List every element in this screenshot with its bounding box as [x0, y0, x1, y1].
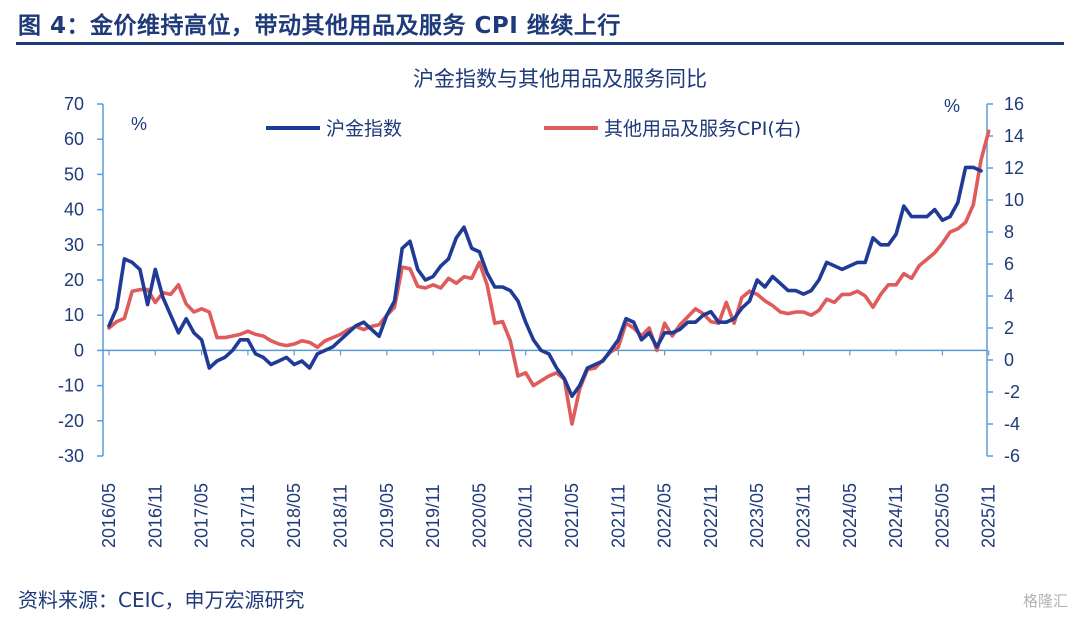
right-tick-label: -4	[1004, 414, 1020, 434]
left-unit-label: %	[131, 114, 147, 134]
right-tick-label: 0	[1004, 350, 1014, 370]
left-tick-label: -30	[58, 446, 84, 466]
series-group	[107, 129, 991, 426]
x-tick-label: 2020/05	[469, 483, 489, 548]
x-tick-label: 2019/11	[423, 484, 443, 548]
source-note: 资料来源：CEIC，申万宏源研究	[18, 588, 305, 612]
left-tick-label: -10	[58, 376, 84, 396]
x-tick-label: 2024/05	[840, 483, 860, 548]
right-tick-label: 16	[1004, 94, 1024, 114]
left-tick-label: -20	[58, 411, 84, 431]
x-tick-label: 2025/11	[979, 484, 999, 548]
x-tick-label: 2020/11	[516, 484, 536, 548]
legend-label-gold: 沪金指数	[326, 118, 402, 140]
x-tick-label: 2021/11	[608, 484, 628, 548]
x-tick-label: 2022/11	[701, 484, 721, 548]
x-tick-label: 2017/11	[238, 484, 258, 548]
series-line-shanghai-gold-index	[107, 165, 983, 399]
left-tick-label: 0	[74, 340, 84, 360]
right-tick-label: 6	[1004, 254, 1014, 274]
left-tick-label: 10	[64, 305, 84, 325]
right-tick-label: 10	[1004, 190, 1024, 210]
left-tick-label: 20	[64, 270, 84, 290]
x-tick-label: 2024/11	[886, 484, 906, 548]
x-tick-label: 2018/11	[331, 484, 351, 548]
x-tick-label: 2023/05	[747, 483, 767, 548]
left-tick-label: 60	[64, 129, 84, 149]
x-tick-label: 2016/11	[145, 484, 165, 548]
watermark: 格隆汇	[1022, 592, 1068, 610]
left-tick-label: 30	[64, 235, 84, 255]
x-tick-label: 2023/11	[794, 484, 814, 548]
x-tick-label: 2018/05	[284, 483, 304, 548]
right-tick-label: 4	[1004, 286, 1014, 306]
x-tick-label: 2021/05	[562, 483, 582, 548]
x-tick-label: 2025/05	[932, 483, 952, 548]
right-tick-label: 14	[1004, 126, 1024, 146]
left-tick-label: 40	[64, 200, 84, 220]
right-tick-label: 2	[1004, 318, 1014, 338]
chart-legend: 沪金指数 其他用品及服务CPI(右)	[266, 118, 801, 140]
chart-title: 沪金指数与其他用品及服务同比	[413, 67, 707, 91]
x-tick-label: 2017/05	[192, 483, 212, 548]
figure-title: 图 4：金价维持高位，带动其他用品及服务 CPI 继续上行	[18, 13, 621, 39]
x-tick-label: 2019/05	[377, 483, 397, 548]
title-divider	[16, 42, 1064, 45]
right-tick-label: 8	[1004, 222, 1014, 242]
right-tick-label: -6	[1004, 446, 1020, 466]
x-tick-label: 2022/05	[655, 483, 675, 548]
series-line-other-goods-cpi	[107, 129, 991, 426]
right-tick-label: 12	[1004, 158, 1024, 178]
left-tick-label: 50	[64, 164, 84, 184]
right-unit-label: %	[944, 96, 960, 116]
left-tick-label: 70	[64, 94, 84, 114]
right-tick-label: -2	[1004, 382, 1020, 402]
gold-cpi-line-chart: 沪金指数与其他用品及服务同比 -30-20-10010203040506070-…	[58, 67, 1024, 548]
axes-group: -30-20-10010203040506070-6-4-20246810121…	[58, 94, 1024, 548]
x-tick-label: 2016/05	[99, 483, 119, 548]
legend-label-cpi: 其他用品及服务CPI(右)	[604, 118, 801, 140]
